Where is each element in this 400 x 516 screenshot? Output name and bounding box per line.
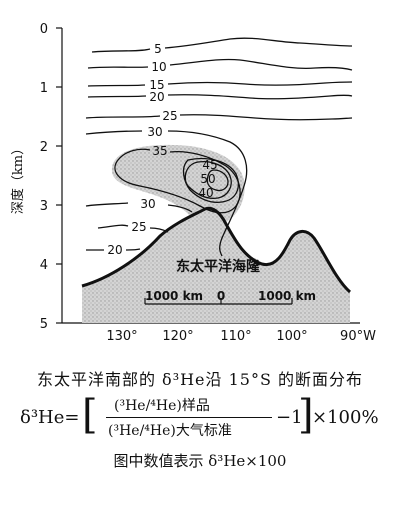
contour-line-40 — [182, 157, 239, 204]
contour-label: 30 — [147, 125, 162, 139]
y-tick-label: 4 — [40, 258, 48, 273]
formula-lhs: δ³He= — [20, 407, 80, 428]
formula-bracket-right: ] — [298, 392, 314, 438]
formula-fraction-bar — [106, 417, 272, 419]
x-tick-label: 110° — [220, 329, 251, 344]
x-tick-label: 120° — [162, 329, 193, 344]
contour-label: 30 — [140, 197, 155, 211]
contour-line-25-lower — [97, 224, 169, 233]
contour-line-30-upper — [85, 130, 248, 257]
y-axis-label: 深度（km） — [10, 142, 26, 214]
contour-line-30-lower — [85, 202, 193, 213]
ridge-label: 东太平洋海隆 — [176, 258, 261, 275]
scale-label-left: 1000 km — [145, 289, 203, 303]
formula-bracket-left: [ — [82, 392, 98, 438]
x-tick-label: 90°W — [340, 329, 376, 344]
x-tick-label: 100° — [276, 329, 307, 344]
formula-denominator: (³He/⁴He)大气标准 — [108, 423, 232, 439]
y-tick-label: 2 — [40, 140, 48, 155]
contour-line-20 — [87, 94, 353, 100]
ridge-profile — [81, 206, 352, 294]
ridge-fill — [82, 208, 350, 323]
formula-numerator: (³He/⁴He)样品 — [114, 398, 210, 414]
contour-label: 5 — [154, 42, 162, 56]
contour-line-25 — [85, 114, 353, 121]
caption-line-1: 东太平洋南部的 δ³He沿 15°S 的断面分布 — [36, 370, 364, 389]
contour-line-45 — [184, 160, 232, 200]
y-tick-label: 3 — [40, 199, 48, 214]
x-tick-label: 130° — [106, 329, 137, 344]
contour-label: 45 — [202, 158, 217, 172]
contour-label: 50 — [200, 172, 215, 186]
contour-label: 40 — [198, 186, 213, 200]
contour-line-5 — [91, 37, 353, 53]
scale-label-right: 1000 km — [258, 289, 316, 303]
contour-line-50 — [206, 169, 229, 192]
contour-label: 20 — [149, 90, 164, 104]
plume-shading — [111, 144, 245, 226]
contour-line-10 — [87, 58, 353, 71]
contour-label: 25 — [162, 109, 177, 123]
formula-rhs: ×100% — [312, 407, 379, 428]
caption-line-3: 图中数值表示 δ³He×100 — [113, 452, 287, 470]
y-tick-label: 0 — [40, 22, 48, 37]
contour-line-35 — [114, 148, 241, 214]
contour-line-20-lower — [85, 248, 141, 251]
contour-line-15 — [87, 81, 353, 87]
formula: δ³He= [ (³He/⁴He)样品 (³He/⁴He)大气标准 −1 ] ×… — [0, 393, 400, 443]
contour-label: 25 — [131, 220, 146, 234]
formula-minus: −1 — [276, 407, 303, 428]
scale-label-center: 0 — [217, 289, 225, 303]
y-tick-label: 5 — [40, 317, 48, 332]
contour-label: 10 — [151, 60, 166, 74]
contour-label: 15 — [149, 78, 164, 92]
y-ticks — [56, 27, 62, 324]
contour-label: 35 — [152, 144, 167, 158]
scale-bar — [144, 298, 293, 305]
contour-label: 20 — [107, 243, 122, 257]
y-tick-label: 1 — [40, 81, 48, 96]
